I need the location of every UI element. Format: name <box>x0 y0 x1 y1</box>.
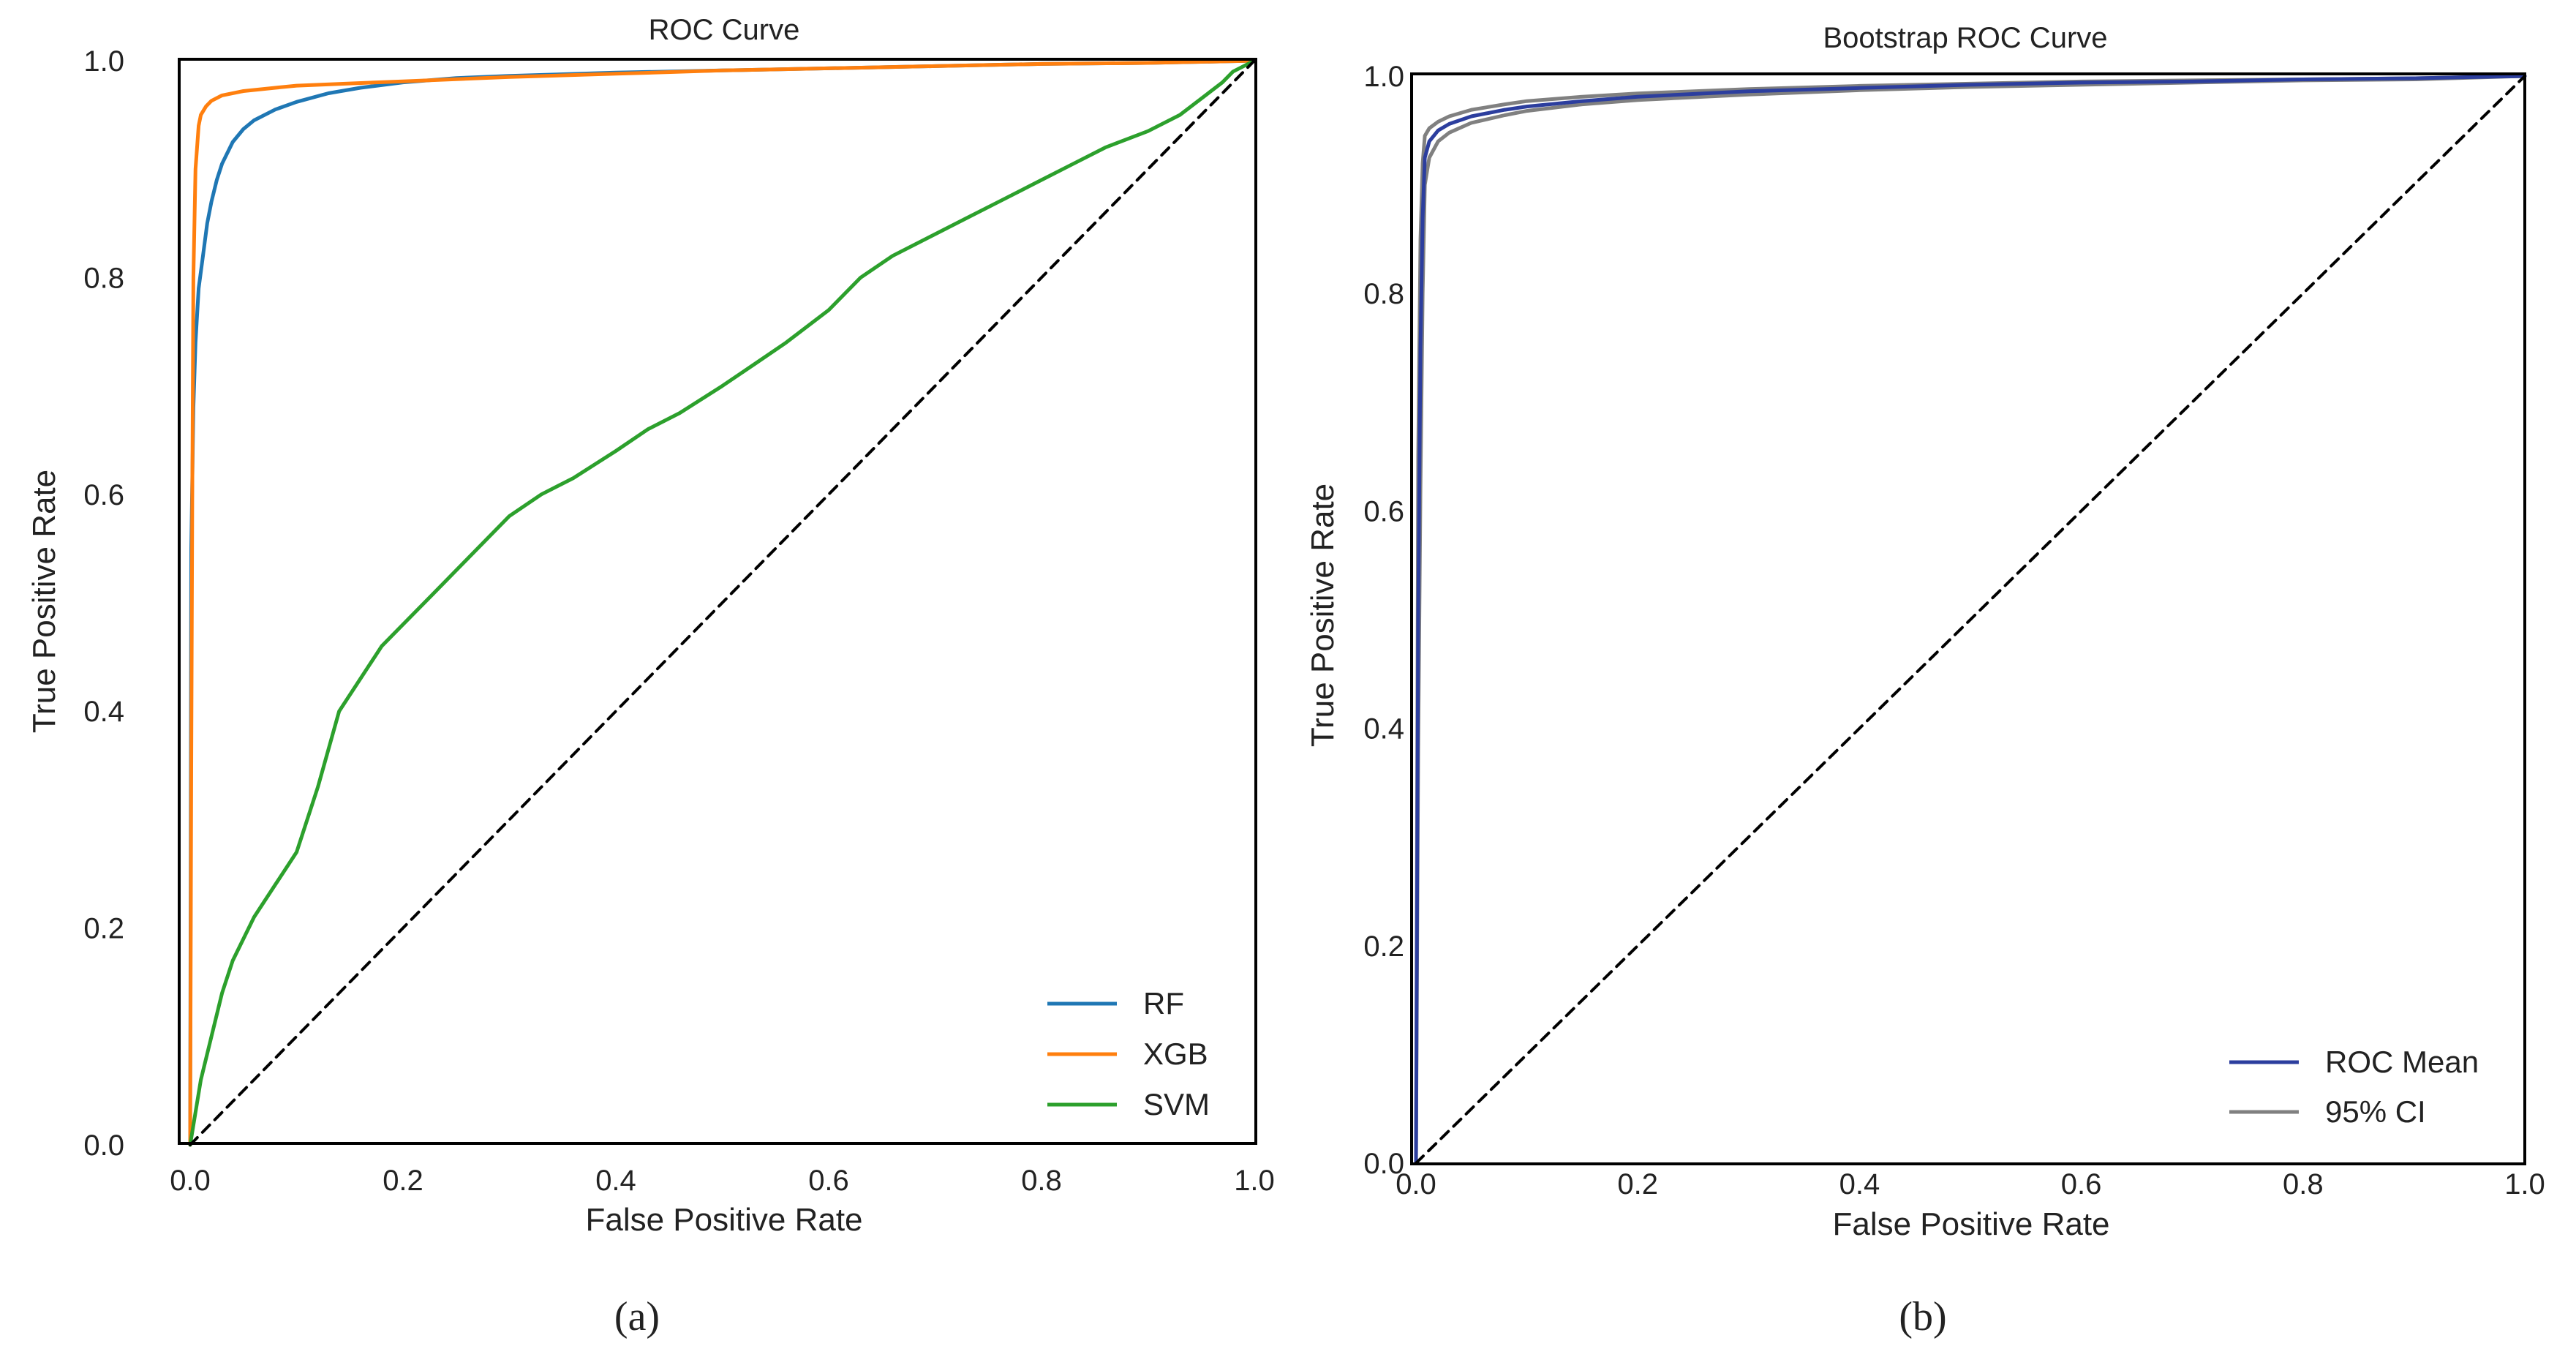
legend-label: 95% CI <box>2325 1094 2426 1129</box>
chance-diagonal-line <box>1415 75 2526 1165</box>
x-tick-label: 0.6 <box>2061 1168 2102 1200</box>
series-line-xgb <box>188 59 1257 1147</box>
x-tick-label: 0.6 <box>808 1165 849 1197</box>
plot-area <box>1414 74 2527 1165</box>
y-tick-label: 0.4 <box>83 696 124 728</box>
tick-labels: 0.0 0.2 0.4 0.6 0.8 1.0 0.0 0.2 0.4 0.6 0.8 1.0 <box>1363 61 2545 1200</box>
chance-diagonal-line <box>189 59 1256 1146</box>
y-tick-label: 0.6 <box>83 479 124 511</box>
x-tick-label: 0.4 <box>595 1165 636 1197</box>
legend-label: SVM <box>1143 1087 1210 1121</box>
legend: ROC Mean 95% CI <box>2229 1045 2479 1129</box>
x-axis-label: False Positive Rate <box>1832 1206 2109 1242</box>
x-tick-label: 0.0 <box>170 1165 211 1197</box>
chart-title: ROC Curve <box>649 14 800 46</box>
plot-area <box>188 59 1257 1147</box>
y-tick-label: 0.2 <box>1363 931 1404 963</box>
legend-label: XGB <box>1143 1037 1208 1071</box>
x-tick-label: 0.2 <box>1617 1168 1658 1200</box>
x-axis-label: False Positive Rate <box>585 1202 862 1238</box>
chart-title: Bootstrap ROC Curve <box>1823 22 2107 54</box>
x-tick-label: 0.2 <box>383 1165 423 1197</box>
legend-label: ROC Mean <box>2325 1045 2479 1079</box>
x-tick-label: 1.0 <box>2504 1168 2545 1200</box>
y-tick-label: 0.2 <box>83 913 124 945</box>
panel-label: (a) <box>614 1294 660 1339</box>
chart-panel-b: Bootstrap ROC Curve 0.0 0.2 0.4 0.6 0.8 1.00.… <box>1305 22 2545 1339</box>
y-axis-label: True Positive Rate <box>1305 484 1341 747</box>
y-tick-label: 0.8 <box>1363 278 1404 310</box>
y-axis-label: True Positive Rate <box>26 470 62 733</box>
series-line-roc-mean <box>1414 74 2527 1165</box>
y-tick-label: 0.8 <box>83 262 124 294</box>
x-tick-label: 0.0 <box>1396 1168 1436 1200</box>
x-tick-label: 0.8 <box>1021 1165 1062 1197</box>
legend: RF XGB SVM <box>1047 986 1210 1121</box>
series-line-svm <box>188 59 1257 1147</box>
chart-panel-a: ROC Curve 0.0 0.2 0.4 0.6 0.8 1.0 0.0 0.2 0.4 0.6… <box>26 14 1275 1339</box>
y-tick-label: 1.0 <box>83 45 124 78</box>
x-tick-label: 0.4 <box>1839 1168 1880 1200</box>
y-tick-label: 0.0 <box>83 1129 124 1162</box>
y-tick-label: 0.6 <box>1363 495 1404 527</box>
panel-label: (b) <box>1899 1294 1946 1339</box>
plot-frame <box>1410 72 2526 1165</box>
y-tick-label: 1.0 <box>1363 61 1404 93</box>
legend-label: RF <box>1143 986 1184 1020</box>
plot-frame <box>178 58 1257 1145</box>
y-tick-label: 0.0 <box>1363 1148 1404 1180</box>
tick-labels: 0.0 0.2 0.4 0.6 0.8 1.0 0.0 0.2 0.4 0.6 0.8 1.0 <box>83 45 1274 1197</box>
y-tick-label: 0.4 <box>1363 713 1404 745</box>
x-tick-label: 0.8 <box>2283 1168 2324 1200</box>
x-tick-label: 1.0 <box>1234 1165 1275 1197</box>
